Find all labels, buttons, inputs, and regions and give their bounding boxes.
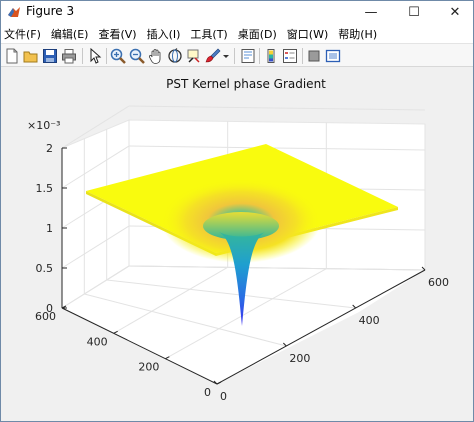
x-tick-mark bbox=[421, 266, 426, 271]
menu-window[interactable]: 窗口(W) bbox=[286, 27, 329, 41]
figure-canvas[interactable]: 0 0.5 1 1.5 2 0 200 400 600 0 200 400 600 PST Kern… bbox=[1, 68, 473, 421]
grid-line bbox=[128, 145, 426, 151]
y-tick-label: 400 bbox=[87, 335, 108, 348]
chart-title: PST Kernel phase Gradient bbox=[166, 77, 326, 91]
insert-colorbar-icon[interactable] bbox=[263, 48, 279, 64]
y-tick-mark bbox=[216, 381, 222, 385]
link-plot-icon[interactable] bbox=[240, 48, 256, 64]
z-tick-label: 0.5 bbox=[36, 262, 54, 275]
maximize-button[interactable]: ☐ bbox=[391, 0, 437, 24]
rotate-3d-icon[interactable] bbox=[167, 48, 183, 64]
z-tick-label: 0 bbox=[46, 302, 53, 315]
print-icon[interactable] bbox=[61, 48, 77, 64]
x-tick-label: 400 bbox=[359, 314, 380, 327]
surface-plot[interactable]: 0 0.5 1 1.5 2 0 200 400 600 0 200 400 600 PST Kern… bbox=[1, 68, 473, 421]
x-axis-ticks: 0 200 400 600 bbox=[213, 266, 449, 403]
z-tick-label: 1.5 bbox=[36, 182, 54, 195]
toolbar-separator bbox=[106, 48, 107, 64]
insert-legend-icon[interactable] bbox=[282, 48, 298, 64]
z-tick-label: 1 bbox=[46, 222, 53, 235]
y-axis-ticks: 0 200 400 600 bbox=[35, 305, 222, 399]
grid-line bbox=[165, 268, 327, 360]
y-tick-label: 200 bbox=[138, 361, 159, 374]
minimize-button[interactable]: — bbox=[348, 0, 394, 24]
show-plot-tools-icon[interactable] bbox=[325, 48, 341, 64]
data-cursor-icon[interactable] bbox=[186, 48, 202, 64]
pan-icon[interactable] bbox=[148, 48, 164, 64]
menu-insert[interactable]: 插入(I) bbox=[146, 27, 181, 41]
z-axis-exponent: ×10⁻³ bbox=[27, 119, 60, 132]
close-icon: ✕ bbox=[449, 4, 461, 20]
y-tick-mark bbox=[61, 305, 67, 309]
minimize-icon: — bbox=[364, 4, 378, 20]
grid-line bbox=[84, 293, 287, 347]
window-title: Figure 3 bbox=[26, 4, 75, 18]
x-tick-mark bbox=[282, 342, 287, 347]
close-button[interactable]: ✕ bbox=[432, 0, 474, 24]
zoom-out-icon[interactable] bbox=[129, 48, 145, 64]
toolbar-separator bbox=[302, 48, 303, 64]
menu-desktop[interactable]: 桌面(D) bbox=[237, 27, 277, 41]
x-tick-label: 0 bbox=[220, 390, 227, 403]
grid-line bbox=[113, 266, 228, 334]
open-file-icon[interactable] bbox=[23, 48, 39, 64]
new-figure-icon[interactable] bbox=[4, 48, 20, 64]
brush-icon[interactable] bbox=[205, 48, 221, 64]
x-tick-label: 600 bbox=[428, 276, 449, 289]
zoom-in-icon[interactable] bbox=[110, 48, 126, 64]
grid-line bbox=[128, 105, 426, 111]
save-icon[interactable] bbox=[42, 48, 58, 64]
y-tick-mark bbox=[113, 330, 118, 334]
x-tick-mark bbox=[213, 380, 218, 385]
toolbar-separator bbox=[234, 48, 235, 64]
menu-tools[interactable]: 工具(T) bbox=[190, 27, 228, 41]
menu-view[interactable]: 查看(V) bbox=[98, 27, 137, 41]
x-tick-label: 200 bbox=[289, 352, 310, 365]
hide-plot-tools-icon[interactable] bbox=[306, 48, 322, 64]
x-axis-line bbox=[216, 269, 426, 385]
toolbar-separator bbox=[259, 48, 260, 64]
menu-bar: 文件(F) 编辑(E) 查看(V) 插入(I) 工具(T) 桌面(D) 窗口(W… bbox=[0, 24, 474, 43]
matlab-icon bbox=[8, 7, 20, 17]
grid-line bbox=[106, 279, 356, 309]
dropdown-arrow-icon[interactable] bbox=[222, 48, 230, 64]
x-tick-mark bbox=[352, 304, 357, 309]
y-tick-label: 600 bbox=[35, 310, 56, 323]
grid-line bbox=[61, 105, 130, 149]
z-tick-label: 2 bbox=[46, 142, 53, 155]
figure-toolbar bbox=[0, 43, 474, 67]
grid-line bbox=[61, 265, 130, 309]
grid-line bbox=[61, 145, 130, 189]
surface-funnel-rim bbox=[203, 212, 279, 240]
menu-file[interactable]: 文件(F) bbox=[4, 27, 41, 41]
toolbar-separator bbox=[82, 48, 83, 64]
z-axis-ticks: 0 0.5 1 1.5 2 bbox=[36, 142, 67, 315]
menu-edit[interactable]: 编辑(E) bbox=[50, 27, 89, 41]
y-tick-mark bbox=[165, 356, 170, 360]
maximize-icon: ☐ bbox=[408, 4, 420, 20]
title-bar[interactable]: Figure 3 — ☐ ✕ bbox=[0, 0, 474, 24]
menu-help[interactable]: 帮助(H) bbox=[338, 27, 378, 41]
y-tick-label: 0 bbox=[204, 386, 211, 399]
y-axis-line bbox=[61, 307, 218, 385]
pointer-icon[interactable] bbox=[87, 48, 103, 64]
grid-line bbox=[61, 225, 130, 269]
grid-line bbox=[128, 265, 426, 271]
surface-spike bbox=[219, 232, 265, 326]
